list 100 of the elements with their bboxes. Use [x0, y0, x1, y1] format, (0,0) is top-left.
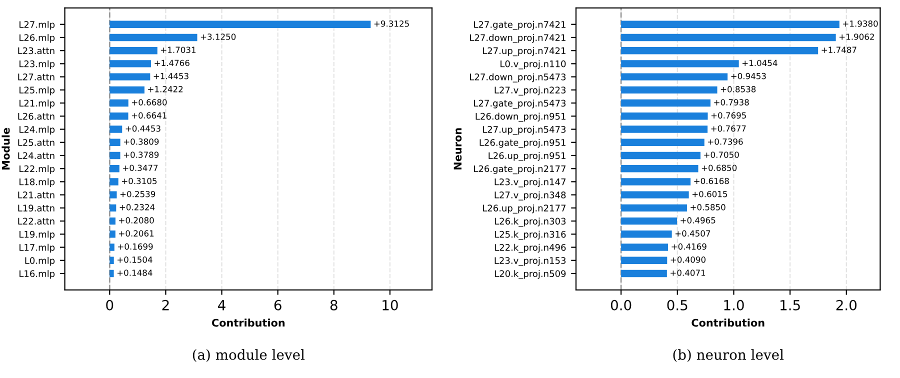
y-tick-label: L24.mlp	[20, 126, 55, 135]
x-axis-title: Contribution	[692, 318, 764, 327]
bar	[110, 99, 128, 107]
data-label: +0.8538	[720, 86, 756, 92]
y-tick-label: L0.mlp	[25, 256, 55, 266]
bar	[621, 152, 700, 160]
y-tick-label: L27.v_proj.n223	[494, 86, 566, 96]
bar	[621, 164, 698, 172]
y-tick-label: L0.v_proj.n110	[500, 60, 566, 70]
data-label: +1.9062	[839, 34, 874, 40]
x-tick-label: 1.0	[724, 300, 744, 310]
bar	[621, 244, 668, 251]
data-label: +0.5850	[690, 204, 726, 210]
x-tick-label: 2	[162, 300, 169, 310]
bar	[110, 46, 158, 54]
text: (a) module level	[192, 349, 305, 362]
data-label: +0.3789	[124, 152, 159, 158]
data-label: +0.1504	[118, 256, 152, 263]
data-label: +0.4453	[126, 125, 160, 132]
bar	[621, 99, 710, 107]
y-tick-label: L23.mlp	[20, 60, 55, 70]
data-label: +0.2324	[120, 204, 155, 210]
y-tick-label: L26.up_proj.n951	[488, 152, 566, 162]
y-tick-label: L17.mlp	[20, 244, 55, 253]
x-tick-label: 0.0	[610, 300, 632, 310]
bar	[621, 20, 840, 28]
y-tick-label: L26.up_proj.n2177	[482, 204, 566, 214]
y-tick-label: L27.up_proj.n7421	[482, 47, 566, 56]
bar	[110, 244, 114, 251]
bar	[621, 112, 708, 120]
y-tick-label: L23.v_proj.n153	[494, 256, 566, 266]
data-label: +0.4071	[670, 270, 706, 276]
y-axis-title: Module	[2, 128, 10, 170]
y-tick-label: L23.v_proj.n147	[494, 178, 566, 188]
y-tick-label: L27.up_proj.n5473	[482, 126, 566, 135]
bar	[110, 217, 116, 225]
x-tick-label: 10	[382, 300, 398, 310]
y-tick-label: L18.mlp	[20, 178, 55, 188]
data-label: +0.3809	[124, 138, 159, 145]
bar	[621, 256, 668, 264]
y-tick-label: L26.gate_proj.n2177	[474, 165, 566, 174]
y-tick-label: L27.attn	[18, 74, 54, 80]
bar	[110, 256, 114, 264]
bar	[621, 126, 708, 133]
bar	[621, 46, 818, 54]
y-tick-label: L26.gate_proj.n951	[480, 138, 566, 148]
data-label: +0.6850	[702, 164, 737, 172]
data-label: +0.3477	[123, 164, 158, 172]
bar	[110, 60, 152, 68]
y-tick-label: L26.k_proj.n303	[494, 218, 566, 227]
data-label: +1.7487	[822, 46, 856, 54]
y-tick-label: L22.k_proj.n496	[494, 244, 566, 253]
bar	[621, 138, 704, 146]
bar	[621, 60, 739, 68]
bar	[110, 270, 114, 278]
bar	[110, 204, 116, 212]
data-label: +0.4965	[680, 217, 716, 224]
y-tick-label: L22.mlp	[20, 165, 55, 174]
y-tick-label: L25.mlp	[20, 86, 55, 96]
data-label: +1.2422	[148, 86, 183, 92]
x-tick-label: 8	[330, 300, 338, 310]
x-tick-label: 2.0	[836, 300, 857, 310]
x-tick-label: 0	[106, 300, 114, 310]
bar	[110, 112, 128, 120]
x-tick-label: 6	[274, 300, 282, 310]
y-tick-label: L26.mlp	[20, 34, 55, 43]
y-tick-label: L24.attn	[18, 152, 54, 160]
data-label: +0.6680	[132, 99, 167, 106]
bar	[621, 270, 667, 278]
data-label: +0.1699	[118, 243, 153, 250]
bar	[110, 34, 198, 42]
y-tick-label: L20.k_proj.n509	[494, 270, 566, 280]
y-axis-title: Neuron	[454, 128, 462, 170]
bar	[110, 126, 122, 133]
data-label: +1.9380	[843, 20, 878, 27]
y-tick-label: L27.v_proj.n348	[494, 191, 566, 200]
data-label: +0.6168	[694, 178, 729, 184]
y-tick-label: L19.attn	[18, 204, 54, 212]
bar	[621, 217, 678, 225]
y-tick-label: L21.attn	[18, 192, 54, 198]
y-tick-label: L27.mlp	[20, 20, 55, 30]
data-label: +0.4507	[676, 230, 710, 237]
data-label: +0.1484	[117, 270, 152, 276]
data-label: +0.7050	[704, 152, 739, 158]
y-tick-label: L27.gate_proj.n5473	[474, 100, 566, 109]
data-label: +9.3125	[374, 20, 409, 27]
y-tick-label: L27.down_proj.n5473	[470, 73, 566, 82]
bar	[110, 152, 120, 160]
y-tick-label: L27.gate_proj.n7421	[474, 20, 566, 30]
data-label: +1.4766	[154, 60, 190, 66]
y-tick-label: L26.down_proj.n951	[476, 112, 566, 122]
y-tick-label: L19.mlp	[20, 230, 55, 240]
bar	[621, 191, 689, 198]
y-tick-label: L25.attn	[18, 139, 54, 146]
data-label: +0.6641	[132, 112, 166, 119]
bar	[110, 73, 150, 80]
text: (b) neuron level	[673, 349, 784, 362]
bar	[621, 86, 718, 94]
data-label: +0.2539	[120, 190, 156, 198]
data-label: +0.9453	[731, 72, 766, 80]
